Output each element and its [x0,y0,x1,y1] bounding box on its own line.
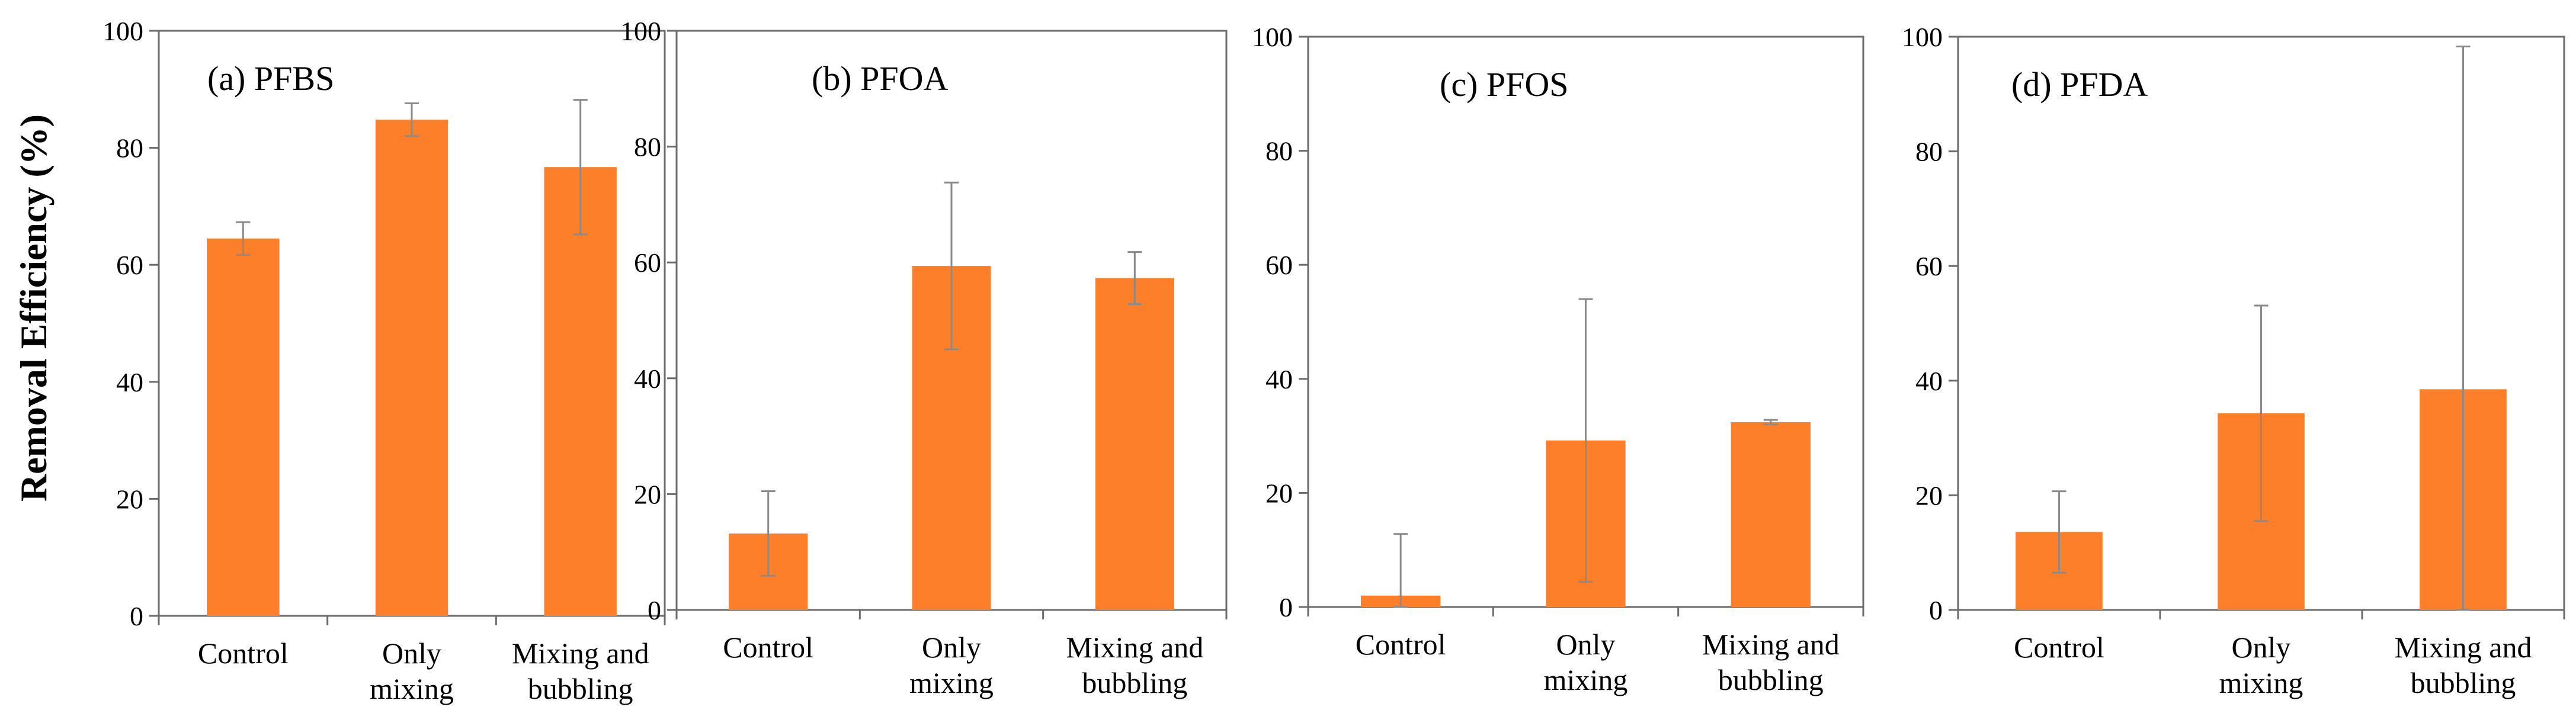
panel-title: (b) PFOA [812,59,949,98]
y-tick-label: 20 [116,484,143,514]
y-tick-label: 60 [116,250,143,280]
panel-title: (c) PFOS [1440,65,1569,104]
y-tick-label: 80 [1265,136,1293,166]
x-category-label: bubbling [528,672,633,705]
bar [544,167,617,616]
bar [1095,278,1174,611]
x-category-label: bubbling [1718,663,1824,696]
y-tick-label: 0 [1279,592,1293,622]
y-tick-label: 60 [1915,251,1943,281]
y-tick-label: 40 [1265,364,1293,394]
x-category-label: mixing [2219,666,2303,699]
x-category-label: mixing [1544,663,1628,696]
y-tick-label: 0 [130,601,143,631]
x-category-label: Mixing and [2395,631,2532,664]
x-category-label: mixing [909,666,994,699]
x-category-label: Control [198,637,289,670]
y-tick-label: 100 [1902,22,1943,52]
x-category-label: Control [2014,631,2104,664]
y-tick-label: 80 [1915,137,1943,167]
y-tick-label: 0 [648,595,661,625]
y-tick-label: 40 [116,367,143,397]
x-category-label: Only [1556,628,1616,661]
bar [375,120,448,616]
y-axis-title: Removal Efficiency (%) [12,114,55,502]
y-tick-label: 20 [1265,478,1293,508]
y-tick-label: 60 [1265,250,1293,280]
y-tick-label: 80 [116,133,143,163]
y-tick-label: 40 [1915,366,1943,396]
y-tick-label: 100 [102,16,143,46]
x-category-label: Control [1356,628,1446,661]
x-category-label: Only [2232,631,2291,664]
panel-title: (d) PFDA [2011,65,2148,104]
y-tick-label: 20 [634,479,661,509]
panel-title: (a) PFBS [207,59,334,98]
x-category-label: mixing [370,672,454,705]
x-category-label: Control [723,631,813,664]
y-tick-label: 60 [634,248,661,278]
bar [207,238,280,616]
y-tick-label: 40 [634,364,661,394]
y-tick-label: 80 [634,132,661,162]
bar [1731,422,1811,607]
y-tick-label: 0 [1929,595,1943,625]
y-tick-label: 100 [620,16,661,46]
x-category-label: bubbling [1082,666,1187,699]
y-tick-label: 100 [1252,22,1293,52]
x-category-label: Mixing and [1066,631,1203,664]
x-category-label: Only [922,631,981,664]
y-tick-label: 20 [1915,480,1943,510]
x-category-label: Mixing and [512,637,649,670]
x-category-label: Mixing and [1702,628,1840,661]
x-category-label: bubbling [2411,666,2516,699]
x-category-label: Only [382,637,441,670]
